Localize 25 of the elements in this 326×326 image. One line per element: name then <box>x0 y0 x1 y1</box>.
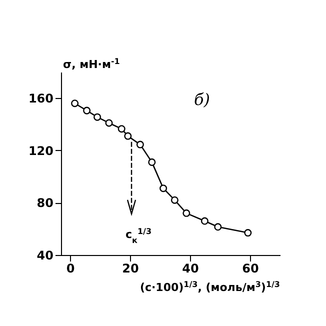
y-tick-label: 40 <box>36 248 54 262</box>
x-tick-label: 0 <box>66 262 75 276</box>
x-axis-title: (c·100)$^{1/3}$, (моль/м$^{3}$)$^{1/3}$ <box>140 280 280 294</box>
point <box>105 119 113 127</box>
y-axis-title: σ, мН·м$^{-1}$ <box>63 56 120 71</box>
point <box>94 113 102 121</box>
x-tick-label: 40 <box>182 262 199 276</box>
point <box>200 217 208 225</box>
y-tick-label: 120 <box>28 144 54 158</box>
point <box>244 229 252 237</box>
x-tick-label: 20 <box>122 262 139 276</box>
point <box>124 132 132 140</box>
point <box>160 184 168 192</box>
y-tick-label: 160 <box>28 92 54 106</box>
point <box>83 106 91 114</box>
y-tick-label: 80 <box>36 196 54 210</box>
x-tick-label: 60 <box>242 262 259 276</box>
point <box>118 125 126 133</box>
point <box>148 158 156 166</box>
point <box>182 209 190 217</box>
point <box>71 100 79 108</box>
point <box>214 223 222 231</box>
point <box>170 196 178 204</box>
text: б) <box>194 90 210 109</box>
point <box>136 140 144 148</box>
